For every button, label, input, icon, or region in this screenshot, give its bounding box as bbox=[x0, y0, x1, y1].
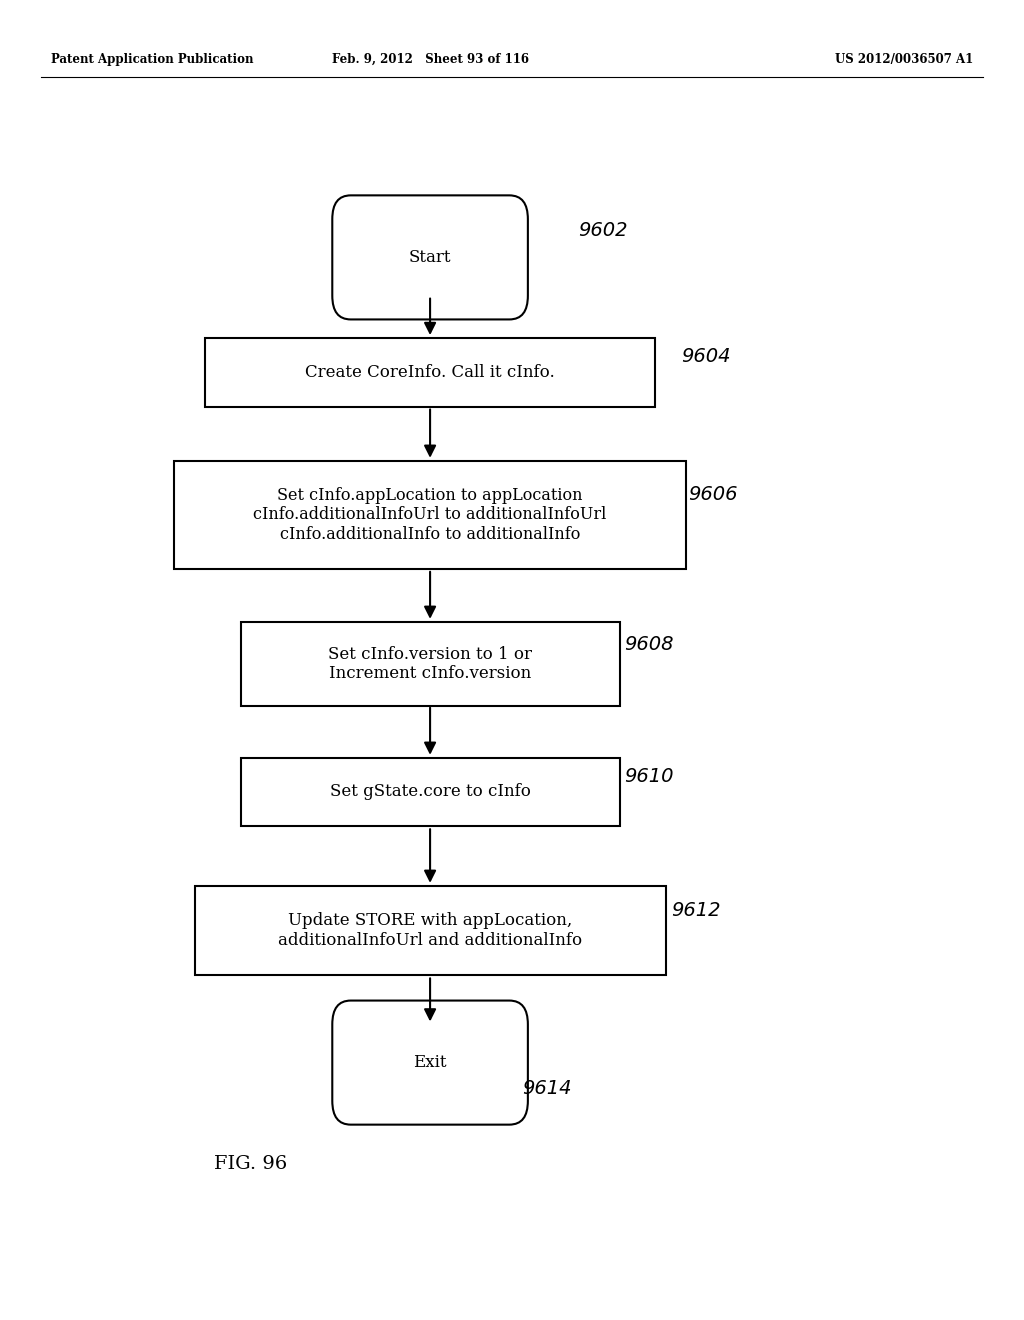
Text: 9602: 9602 bbox=[579, 222, 628, 240]
Text: Set cInfo.version to 1 or
Increment cInfo.version: Set cInfo.version to 1 or Increment cInf… bbox=[328, 645, 532, 682]
Text: 9614: 9614 bbox=[522, 1080, 571, 1098]
Bar bbox=[205, 338, 655, 407]
Text: Set gState.core to cInfo: Set gState.core to cInfo bbox=[330, 784, 530, 800]
Text: 9608: 9608 bbox=[625, 635, 674, 653]
Text: Feb. 9, 2012   Sheet 93 of 116: Feb. 9, 2012 Sheet 93 of 116 bbox=[332, 53, 528, 66]
Bar bbox=[241, 623, 620, 705]
Text: Create CoreInfo. Call it cInfo.: Create CoreInfo. Call it cInfo. bbox=[305, 364, 555, 380]
Text: US 2012/0036507 A1: US 2012/0036507 A1 bbox=[835, 53, 973, 66]
Bar bbox=[174, 461, 686, 569]
FancyBboxPatch shape bbox=[332, 195, 528, 319]
Text: Patent Application Publication: Patent Application Publication bbox=[51, 53, 254, 66]
Bar bbox=[195, 886, 666, 975]
FancyBboxPatch shape bbox=[332, 1001, 528, 1125]
Bar bbox=[241, 758, 620, 826]
Text: 9612: 9612 bbox=[671, 902, 720, 920]
Text: Exit: Exit bbox=[414, 1055, 446, 1071]
Text: 9606: 9606 bbox=[688, 486, 737, 504]
Text: Start: Start bbox=[409, 249, 452, 265]
Text: FIG. 96: FIG. 96 bbox=[214, 1155, 288, 1173]
Text: 9604: 9604 bbox=[681, 347, 730, 366]
Text: Update STORE with appLocation,
additionalInfoUrl and additionalInfo: Update STORE with appLocation, additiona… bbox=[279, 912, 582, 949]
Text: Set cInfo.appLocation to appLocation
cInfo.additionalInfoUrl to additionalInfoUr: Set cInfo.appLocation to appLocation cIn… bbox=[253, 487, 607, 543]
Text: 9610: 9610 bbox=[625, 767, 674, 785]
